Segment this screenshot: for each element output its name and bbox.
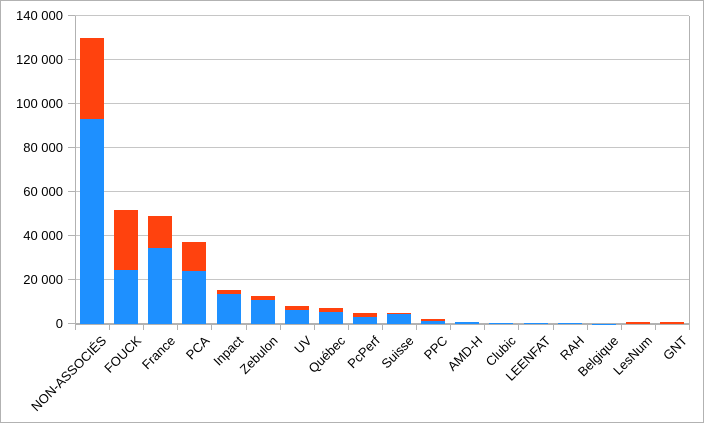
x-axis-tick [109, 324, 110, 330]
x-axis-label: RAH [557, 333, 588, 364]
y-axis-tick [68, 323, 75, 324]
bar-segment-series-2-red [216, 289, 241, 295]
y-axis-label: 40 000 [23, 228, 63, 243]
x-axis-label: PCA [182, 333, 212, 363]
x-axis-tick [553, 324, 554, 330]
x-axis-label: PPC [421, 333, 451, 363]
x-axis-tick [689, 324, 690, 330]
x-axis-label: Suisse [378, 333, 417, 372]
bar-segment-series-1-blue [80, 119, 105, 324]
y-axis-label: 120 000 [16, 52, 63, 67]
x-axis-label: FOUCK [100, 333, 144, 376]
x-axis-tick [621, 324, 622, 330]
x-axis-tick [655, 324, 656, 330]
x-axis-tick [587, 324, 588, 330]
bar-segment-series-2-red [148, 216, 173, 249]
bar-segment-series-1-blue [352, 316, 377, 324]
y-axis-label: 60 000 [23, 184, 63, 199]
y-axis-tick [68, 279, 75, 280]
plot-right-border [689, 16, 690, 324]
bar-segment-series-1-blue [557, 323, 582, 324]
y-axis-label: 80 000 [23, 140, 63, 155]
y-axis-tick [68, 235, 75, 236]
x-axis-tick [518, 324, 519, 330]
y-axis-line [75, 16, 76, 324]
bar-segment-series-2-red [114, 209, 139, 271]
y-axis-label: 0 [55, 316, 63, 331]
y-grid-line [75, 103, 689, 104]
x-axis-tick [314, 324, 315, 330]
y-grid-line [75, 15, 689, 16]
y-grid-line [75, 59, 689, 60]
bar-segment-series-2-red [659, 321, 684, 324]
y-axis-label: 20 000 [23, 272, 63, 287]
y-grid-line [75, 147, 689, 148]
bar-segment-series-1-blue [591, 323, 616, 325]
bar-segment-series-2-red [80, 38, 105, 120]
bar-segment-series-1-blue [387, 313, 412, 324]
x-axis-label: GNT [659, 333, 690, 364]
y-grid-line [75, 279, 689, 280]
bar-segment-series-1-blue [250, 299, 275, 324]
y-axis-tick [68, 15, 75, 16]
bar-segment-series-1-blue [216, 294, 241, 324]
bar-segment-series-1-blue [421, 320, 446, 324]
x-axis-tick [382, 324, 383, 330]
y-grid-line [75, 235, 689, 236]
x-axis-label: France [138, 333, 178, 373]
bar-segment-series-2-red [421, 319, 446, 321]
bar-segment-series-2-red [250, 295, 275, 300]
bar-segment-series-1-blue [182, 271, 207, 324]
y-axis-tick [68, 147, 75, 148]
x-axis-tick [246, 324, 247, 330]
x-axis-label: UV [290, 333, 315, 357]
bar-segment-series-1-blue [455, 322, 480, 324]
x-axis-tick [177, 324, 178, 330]
x-axis-label: AMD-H [444, 333, 485, 374]
bar-segment-series-1-blue [318, 311, 343, 324]
x-axis-tick [143, 324, 144, 330]
bar-segment-series-1-blue [114, 270, 139, 324]
y-axis-label: 140 000 [16, 8, 63, 23]
y-axis-label: 100 000 [16, 96, 63, 111]
x-axis-tick [348, 324, 349, 330]
x-axis-tick [211, 324, 212, 330]
x-axis-tick [450, 324, 451, 330]
x-axis-tick [280, 324, 281, 330]
bar-segment-series-2-red [182, 241, 207, 272]
y-axis-tick [68, 103, 75, 104]
x-axis-tick [484, 324, 485, 330]
x-axis-tick [416, 324, 417, 330]
x-axis-label: PcPerf [344, 333, 383, 372]
y-axis-tick [68, 191, 75, 192]
x-axis-label: Québec [305, 333, 349, 376]
y-axis-tick [68, 59, 75, 60]
bar-segment-series-2-red [387, 312, 412, 314]
bar-segment-series-1-blue [489, 322, 514, 324]
bar-segment-series-2-red [318, 307, 343, 312]
x-axis-tick [75, 324, 76, 330]
bar-segment-series-2-red [284, 305, 309, 310]
bar-segment-series-1-blue [148, 248, 173, 324]
bar-segment-series-2-red [352, 312, 377, 317]
bar-segment-series-1-blue [523, 323, 548, 324]
x-axis-label: NON-ASSOCIÉS [28, 333, 110, 415]
bar-segment-series-2-red [625, 321, 650, 324]
y-grid-line [75, 191, 689, 192]
bar-segment-series-1-blue [284, 309, 309, 324]
